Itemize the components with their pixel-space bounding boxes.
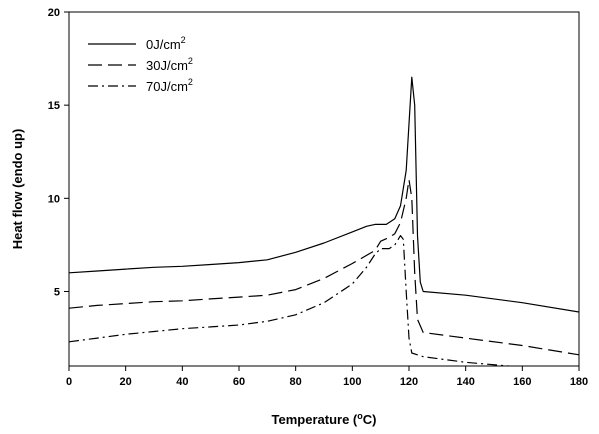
- series-line-2: [69, 179, 579, 356]
- x-tick-label: 120: [400, 376, 418, 388]
- legend-label-base: 0J/cm: [146, 37, 181, 52]
- legend-label-sup: 2: [181, 35, 186, 45]
- x-axis-title: Temperature (oC): [272, 411, 377, 427]
- x-tick-label: 0: [66, 376, 72, 388]
- y-axis-title: Heat flow (endo up): [10, 129, 25, 250]
- x-axis-title-prefix: Temperature (: [272, 412, 358, 427]
- y-tick-label: 5: [54, 286, 60, 298]
- x-tick-label: 80: [290, 376, 302, 388]
- series-line-3: [69, 235, 513, 366]
- x-axis-title-suffix: C): [363, 412, 377, 427]
- series-line-1: [69, 76, 579, 313]
- x-tick-label: 100: [343, 376, 361, 388]
- x-tick-label: 60: [233, 376, 245, 388]
- y-axis-ticks: 5 10 15 20: [48, 7, 69, 298]
- x-tick-label: 180: [570, 376, 588, 388]
- legend-label-base: 70J/cm: [146, 79, 188, 94]
- plot-frame: [68, 11, 580, 367]
- x-tick-label: 40: [176, 376, 188, 388]
- legend-label-3: 70J/cm2: [146, 77, 193, 94]
- series-layer: [69, 76, 579, 366]
- x-tick-label: 140: [456, 376, 474, 388]
- legend-label-sup: 2: [188, 77, 193, 87]
- legend-label-2: 30J/cm2: [146, 56, 193, 73]
- x-tick-label: 160: [513, 376, 531, 388]
- y-tick-label: 15: [48, 100, 60, 112]
- x-axis-title-sup: o: [357, 411, 363, 421]
- y-tick-label: 20: [48, 7, 60, 19]
- plot-area: [68, 11, 580, 367]
- x-axis-ticks: 0 20 40 60 80 100 120 140 160 180: [66, 366, 588, 388]
- legend-label-sup: 2: [188, 56, 193, 66]
- x-tick-label: 20: [120, 376, 132, 388]
- legend-label-1: 0J/cm2: [146, 35, 186, 52]
- y-tick-label: 10: [48, 193, 60, 205]
- legend-label-base: 30J/cm: [146, 58, 188, 73]
